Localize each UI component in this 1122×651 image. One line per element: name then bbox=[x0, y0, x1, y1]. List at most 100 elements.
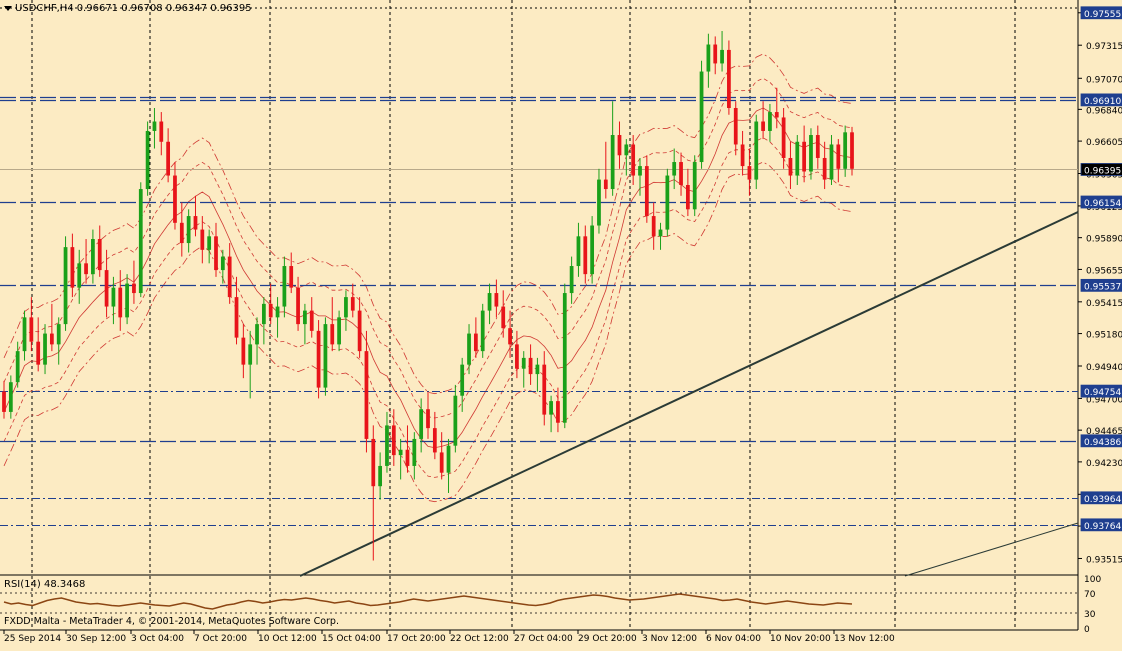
trendlines[interactable] bbox=[299, 211, 1079, 577]
envelope-band bbox=[3, 137, 853, 478]
candle-body bbox=[84, 263, 88, 275]
symbol-label: USDCHF,H4 bbox=[15, 3, 74, 14]
candle-body bbox=[145, 130, 150, 190]
candle bbox=[774, 87, 779, 129]
candle-body bbox=[275, 306, 280, 318]
candle bbox=[49, 303, 54, 352]
candle bbox=[754, 114, 759, 190]
candle-body bbox=[426, 409, 430, 429]
candle-body bbox=[706, 44, 711, 72]
candle-body bbox=[583, 236, 588, 275]
candle bbox=[419, 398, 424, 453]
candle-body bbox=[303, 310, 307, 325]
time-axis: 25 Sep 2014 30 Sep 12:00 3 Oct 04:00 7 Oct … bbox=[3, 630, 895, 644]
candle-body bbox=[70, 247, 75, 288]
price-tick-label: 0.96605 bbox=[1086, 138, 1122, 148]
candle-body bbox=[740, 144, 745, 167]
candle bbox=[850, 126, 854, 176]
candle-body bbox=[309, 310, 314, 331]
candle-body bbox=[234, 297, 239, 338]
horizontal-levels[interactable] bbox=[0, 96, 1078, 526]
candle bbox=[432, 411, 437, 460]
price-tick-label: 0.96840 bbox=[1086, 106, 1122, 116]
candle-body bbox=[97, 239, 102, 271]
candle bbox=[255, 317, 259, 365]
level-label-text: 0.94754 bbox=[1084, 388, 1121, 398]
level-label-box bbox=[1080, 195, 1122, 209]
time-tick-label: 25 Sep 2014 bbox=[4, 634, 61, 644]
price-tick-label: 0.94940 bbox=[1086, 363, 1122, 373]
candle-body bbox=[77, 263, 82, 288]
candle-body bbox=[193, 216, 198, 230]
candle-body bbox=[515, 344, 519, 369]
candle-body bbox=[480, 310, 485, 352]
candle-body bbox=[720, 49, 724, 64]
rsi-label: RSI(14) 48.3468 bbox=[4, 579, 86, 590]
candle bbox=[234, 276, 239, 345]
candle-body bbox=[651, 216, 656, 237]
candle bbox=[118, 270, 123, 331]
rsi-panel[interactable]: 100 70 30 0 bbox=[0, 575, 1101, 635]
candle-body bbox=[63, 247, 68, 325]
candle bbox=[562, 283, 567, 429]
candle bbox=[467, 324, 471, 375]
time-tick-label: 22 Oct 12:00 bbox=[450, 634, 509, 644]
candle bbox=[405, 425, 410, 473]
candle-body bbox=[788, 157, 793, 176]
candle bbox=[125, 274, 129, 325]
candle-body bbox=[179, 222, 184, 244]
price-tick-label: 0.95890 bbox=[1086, 235, 1122, 245]
candle-body bbox=[241, 337, 246, 365]
time-tick-label: 13 Nov 12:00 bbox=[834, 634, 895, 644]
candle bbox=[809, 128, 813, 180]
candle-body bbox=[453, 395, 458, 446]
top-price-text: 0.97555 bbox=[1084, 10, 1121, 20]
candle-body bbox=[166, 141, 171, 176]
candle-body bbox=[467, 333, 471, 365]
candle bbox=[713, 36, 718, 75]
time-tick-label: 3 Nov 12:00 bbox=[642, 634, 697, 644]
candle-body bbox=[815, 135, 820, 158]
candle bbox=[597, 168, 601, 234]
candle bbox=[802, 125, 807, 183]
candle bbox=[453, 384, 458, 453]
candle-body bbox=[754, 121, 759, 180]
candle-body bbox=[255, 324, 259, 345]
candle bbox=[651, 202, 656, 250]
level-label-text: 0.93964 bbox=[1084, 495, 1121, 505]
candle bbox=[727, 40, 731, 115]
candle bbox=[508, 310, 512, 358]
candle-body bbox=[624, 144, 629, 156]
candle bbox=[549, 395, 553, 433]
level-label-box bbox=[1080, 518, 1122, 532]
rsi-line bbox=[3, 593, 853, 610]
candle-body bbox=[125, 283, 129, 318]
candle bbox=[542, 351, 547, 426]
candle bbox=[473, 317, 478, 358]
candle bbox=[843, 125, 848, 177]
candle bbox=[665, 168, 670, 237]
candle bbox=[200, 216, 205, 264]
candle-body bbox=[542, 364, 547, 415]
candle-body bbox=[644, 166, 649, 217]
candle-body bbox=[508, 328, 512, 345]
candle bbox=[282, 256, 287, 318]
candle-body bbox=[398, 449, 403, 456]
level-label-box bbox=[1080, 384, 1122, 398]
candle bbox=[720, 31, 724, 72]
dropdown-triangle-icon[interactable] bbox=[4, 6, 12, 11]
candle bbox=[43, 324, 47, 375]
candle bbox=[104, 249, 109, 318]
candle-body bbox=[220, 256, 225, 271]
time-tick-label: 29 Oct 20:00 bbox=[578, 634, 637, 644]
candle-body bbox=[378, 465, 383, 487]
candle bbox=[344, 290, 348, 331]
candle-body bbox=[159, 121, 164, 142]
candle bbox=[515, 330, 519, 379]
candle-body bbox=[268, 303, 273, 318]
candle-body bbox=[487, 293, 492, 311]
candle-body bbox=[15, 351, 20, 383]
